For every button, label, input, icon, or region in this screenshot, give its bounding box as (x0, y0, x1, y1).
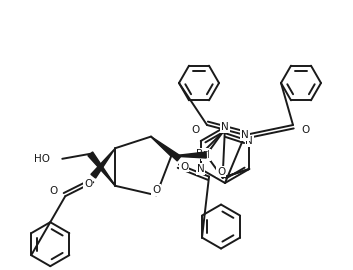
Text: O: O (301, 125, 309, 135)
Polygon shape (171, 152, 206, 158)
Text: HO: HO (34, 154, 50, 164)
Polygon shape (151, 137, 181, 161)
Text: O: O (191, 125, 199, 135)
Text: N: N (245, 136, 253, 146)
Polygon shape (88, 152, 115, 186)
Text: O: O (84, 179, 92, 189)
Text: N: N (197, 164, 205, 174)
Text: N: N (241, 130, 249, 140)
Polygon shape (91, 148, 115, 178)
Text: O: O (180, 161, 188, 171)
Text: N: N (202, 150, 210, 160)
Text: O: O (217, 167, 225, 177)
Text: Br: Br (196, 148, 207, 158)
Text: N: N (221, 122, 229, 132)
Text: O: O (152, 185, 160, 195)
Text: O: O (49, 186, 58, 196)
